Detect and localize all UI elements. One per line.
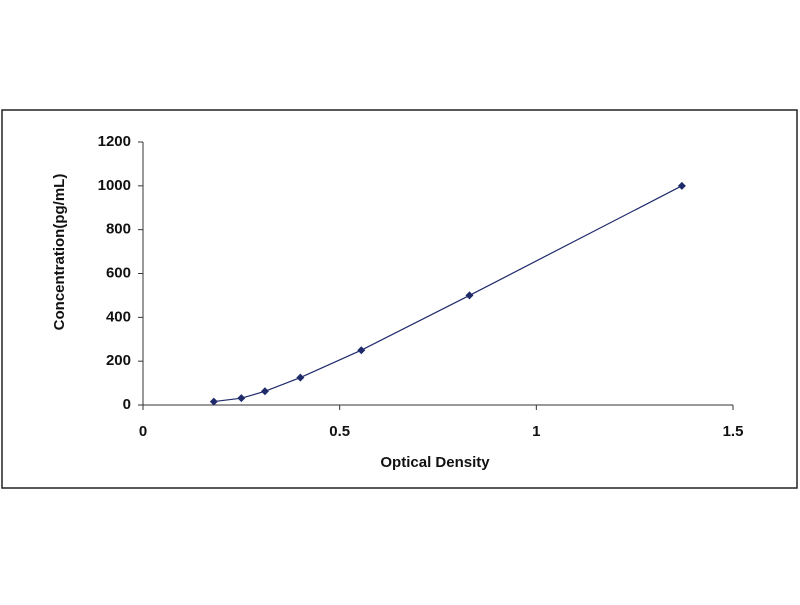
x-tick-label: 1: [532, 423, 540, 440]
x-axis-label: Optical Density: [380, 454, 490, 471]
y-tick-label: 200: [106, 352, 131, 369]
y-tick-label: 1200: [98, 133, 131, 150]
data-point: [209, 397, 218, 406]
data-point: [237, 394, 246, 403]
data-point: [296, 373, 305, 382]
data-point: [465, 291, 474, 300]
y-axis-label: Concentration(pg/mL): [51, 174, 68, 331]
data-point: [677, 181, 686, 190]
y-tick-label: 0: [123, 396, 131, 413]
y-tick-label: 800: [106, 221, 131, 238]
y-tick-label: 400: [106, 308, 131, 325]
x-tick-label: 1.5: [723, 423, 744, 440]
y-tick-label: 600: [106, 264, 131, 281]
data-point: [260, 387, 269, 396]
x-tick-label: 0.5: [329, 423, 350, 440]
data-point: [357, 346, 366, 355]
y-tick-label: 1000: [98, 177, 131, 194]
chart-frame: [1, 109, 798, 489]
x-tick-label: 0: [139, 423, 147, 440]
